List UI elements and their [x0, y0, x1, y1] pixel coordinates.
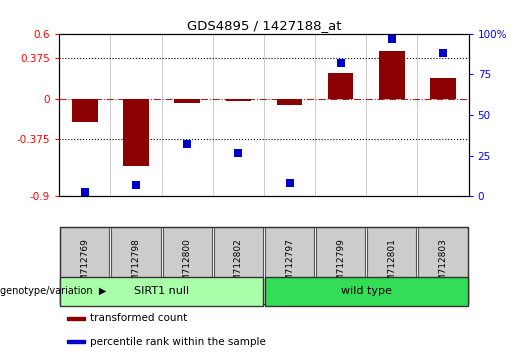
- Text: GSM712769: GSM712769: [80, 238, 89, 293]
- Bar: [67, 340, 84, 343]
- Bar: [67, 316, 84, 320]
- Text: percentile rank within the sample: percentile rank within the sample: [90, 337, 266, 347]
- Bar: [214, 227, 263, 304]
- Bar: [265, 277, 468, 306]
- Point: [183, 142, 191, 147]
- Point: [337, 60, 345, 66]
- Bar: [72, 99, 98, 121]
- Point: [285, 181, 294, 186]
- Bar: [430, 78, 456, 99]
- Bar: [379, 51, 405, 99]
- Bar: [226, 99, 251, 101]
- Bar: [123, 99, 149, 166]
- Text: GSM712799: GSM712799: [336, 238, 345, 293]
- Bar: [163, 227, 212, 304]
- Point: [81, 189, 89, 194]
- Point: [388, 36, 396, 41]
- Text: SIRT1 null: SIRT1 null: [134, 286, 189, 296]
- Text: wild type: wild type: [341, 286, 392, 296]
- Text: GSM712797: GSM712797: [285, 238, 294, 293]
- Point: [132, 182, 140, 188]
- Text: GSM712802: GSM712802: [234, 238, 243, 293]
- Text: GSM712801: GSM712801: [387, 238, 397, 293]
- Text: transformed count: transformed count: [90, 313, 187, 323]
- Bar: [175, 99, 200, 103]
- Bar: [60, 227, 109, 304]
- Bar: [277, 99, 302, 105]
- Bar: [367, 227, 417, 304]
- Bar: [316, 227, 365, 304]
- Point: [234, 150, 243, 155]
- Text: GSM712803: GSM712803: [439, 238, 448, 293]
- Bar: [328, 73, 353, 99]
- Point: [439, 50, 447, 56]
- Bar: [60, 277, 263, 306]
- Bar: [419, 227, 468, 304]
- Title: GDS4895 / 1427188_at: GDS4895 / 1427188_at: [186, 19, 341, 33]
- Bar: [111, 227, 161, 304]
- Text: GSM712798: GSM712798: [131, 238, 141, 293]
- Text: genotype/variation  ▶: genotype/variation ▶: [0, 286, 107, 296]
- Bar: [265, 227, 314, 304]
- Text: GSM712800: GSM712800: [183, 238, 192, 293]
